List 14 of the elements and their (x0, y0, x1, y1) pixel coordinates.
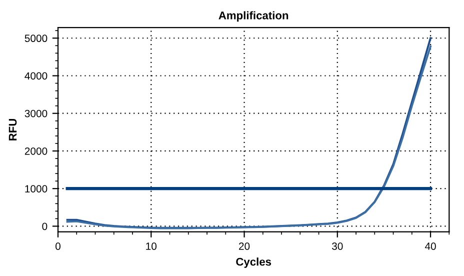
x-tick-label: 0 (56, 242, 60, 250)
x-tick-label: 40 (424, 242, 436, 250)
x-tick-label: 20 (238, 242, 250, 250)
y-tick-label: 5000 (24, 34, 48, 42)
y-tick-label: 2000 (24, 147, 48, 155)
y-tick-label: 1000 (25, 185, 48, 192)
x-tick-label: 10 (146, 242, 157, 250)
y-tick-label: 0 (42, 222, 48, 230)
x-axis-title: Cycles (236, 258, 272, 268)
y-axis-title: RFU (8, 118, 17, 140)
x-tick-label: 30 (332, 242, 343, 250)
y-tick-label: 3000 (24, 110, 48, 118)
y-tick-label: 4000 (24, 72, 48, 80)
chart-title: Amplification (218, 11, 288, 22)
